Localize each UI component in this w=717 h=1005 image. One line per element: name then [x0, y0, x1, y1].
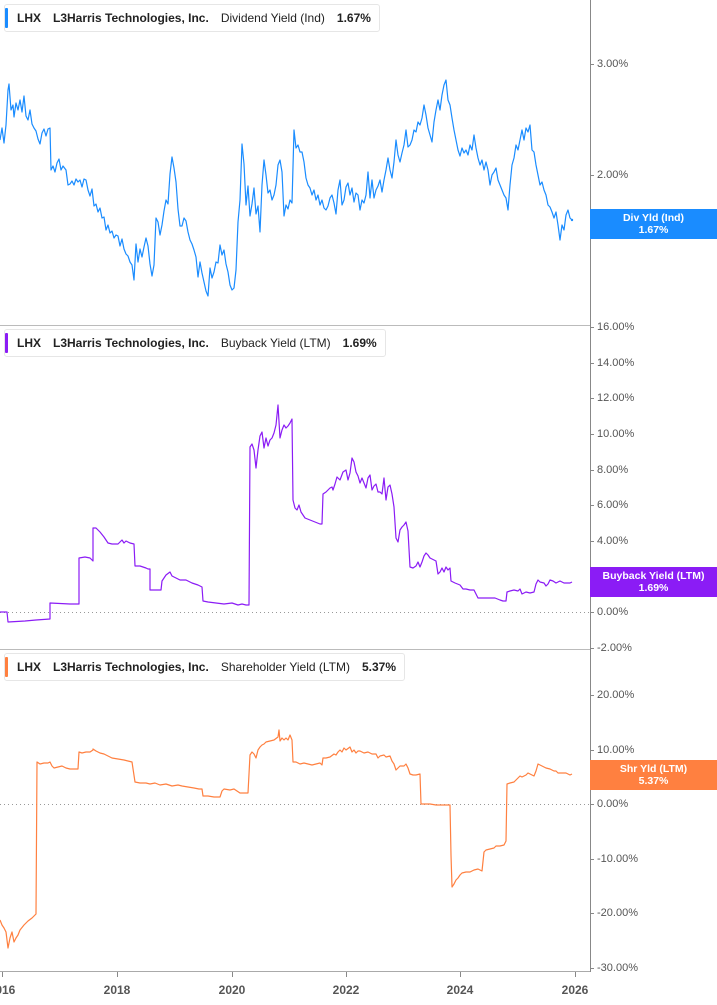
- y-tick-label: 6.00%: [597, 499, 629, 511]
- x-tick-label: 2018: [103, 983, 131, 997]
- tag-label: Buyback Yield (LTM): [602, 570, 705, 582]
- y-tick-label: -30.00%: [597, 962, 638, 974]
- y-tick-label: -2.00%: [597, 642, 632, 654]
- legend-ticker: LHX: [17, 660, 41, 674]
- dividend-yield-line: [0, 79, 573, 297]
- tag-value: 5.37%: [638, 775, 669, 787]
- y-tick-label: -10.00%: [597, 853, 638, 865]
- legend-company: L3Harris Technologies, Inc.: [53, 11, 209, 25]
- shareholder-yield-line: [0, 729, 573, 949]
- legend-metric: Shareholder Yield (LTM): [220, 660, 350, 674]
- x-tick-label: 2026: [561, 983, 589, 997]
- y-tick-label: 0.00%: [597, 606, 629, 618]
- legend-metric: Dividend Yield (Ind): [220, 11, 325, 25]
- x-tick-label: 2022: [332, 983, 360, 997]
- y-tick-label: 12.00%: [597, 392, 635, 404]
- x-axis-ticks: [2, 972, 576, 977]
- x-tick-label: 2020: [218, 983, 246, 997]
- x-tick-label: 2024: [446, 983, 474, 997]
- legend-buyback-yield: LHX L3Harris Technologies, Inc. Buyback …: [4, 329, 386, 357]
- y-tick-label: 8.00%: [597, 464, 629, 476]
- legend-dividend-yield: LHX L3Harris Technologies, Inc. Dividend…: [4, 4, 380, 32]
- y-tick-label: 3.00%: [597, 58, 629, 70]
- buyback-yield-line: [0, 404, 573, 623]
- tag-value: 1.67%: [638, 224, 669, 236]
- tag-label: Shr Yld (LTM): [619, 763, 688, 775]
- y-tick-label: 4.00%: [597, 535, 629, 547]
- y-tick-label: 2.00%: [597, 169, 629, 181]
- y-tick-label: 0.00%: [597, 798, 629, 810]
- shareholder-current-value-tag: Shr Yld (LTM) 5.37%: [590, 760, 717, 790]
- dividend-last-point: [570, 218, 574, 222]
- legend-shareholder-yield: LHX L3Harris Technologies, Inc. Sharehol…: [4, 653, 406, 681]
- legend-company: L3Harris Technologies, Inc.: [53, 336, 209, 350]
- x-tick-label: 2016: [0, 983, 16, 997]
- legend-ticker: LHX: [17, 336, 41, 350]
- buyback-current-value-tag: Buyback Yield (LTM) 1.69%: [590, 567, 717, 597]
- legend-value: 5.37%: [362, 660, 397, 674]
- y-tick-label: 16.00%: [597, 321, 635, 333]
- y-tick-label: 10.00%: [597, 428, 635, 440]
- legend-value: 1.69%: [342, 336, 377, 350]
- tag-value: 1.69%: [638, 582, 669, 594]
- legend-company: L3Harris Technologies, Inc.: [53, 660, 209, 674]
- tag-label: Div Yld (Ind): [622, 212, 685, 224]
- legend-ticker: LHX: [17, 11, 41, 25]
- y-tick-label: 10.00%: [597, 744, 635, 756]
- y-tick-label: -20.00%: [597, 907, 638, 919]
- y-axis-ticks: [591, 64, 594, 969]
- y-tick-label: 14.00%: [597, 357, 635, 369]
- y-tick-label: 20.00%: [597, 689, 635, 701]
- dividend-current-value-tag: Div Yld (Ind) 1.67%: [590, 209, 717, 239]
- legend-metric: Buyback Yield (LTM): [220, 336, 331, 350]
- series-color-swatch: [5, 8, 8, 28]
- series-color-swatch: [5, 657, 8, 677]
- legend-value: 1.67%: [336, 11, 371, 25]
- series-color-swatch: [5, 333, 8, 353]
